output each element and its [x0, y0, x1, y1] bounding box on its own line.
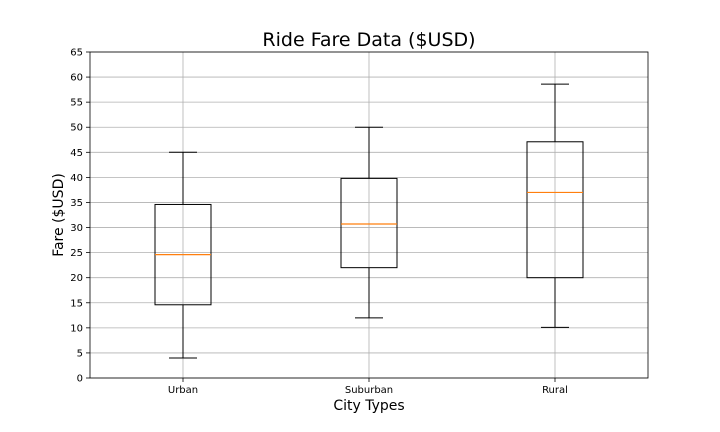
x-axis-title: City Types — [333, 398, 404, 414]
y-tick-label: 60 — [70, 73, 83, 84]
y-tick-label: 35 — [70, 198, 83, 209]
y-tick-label: 45 — [70, 148, 83, 159]
x-tick-label: Suburban — [345, 385, 393, 396]
box-rural — [526, 83, 584, 328]
plot-frame — [89, 51, 649, 379]
y-tick-label: 20 — [70, 273, 83, 284]
y-tick-label: 30 — [70, 223, 83, 234]
y-tick-label: 15 — [70, 298, 83, 309]
y-axis-title: Fare ($USD) — [51, 173, 67, 257]
y-tick-label: 25 — [70, 248, 83, 259]
box-layer — [154, 83, 584, 359]
y-tick-label: 0 — [77, 374, 83, 385]
chart-title: Ride Fare Data ($USD) — [262, 29, 475, 51]
box-urban — [154, 151, 212, 359]
axis-layer: 0 5 10 15 20 25 30 35 40 45 50 55 60 65 Urban Suburban R… — [70, 48, 568, 397]
iqr-box — [340, 177, 398, 269]
grid-layer — [90, 51, 648, 379]
y-tick-label: 65 — [70, 48, 83, 59]
iqr-box — [526, 141, 584, 279]
x-tick-label: Rural — [542, 385, 568, 396]
y-tick-label: 10 — [70, 323, 83, 334]
y-tick-label: 5 — [77, 348, 83, 359]
y-tick-label: 50 — [70, 123, 83, 134]
y-tick-label: 40 — [70, 173, 83, 184]
x-tick-label: Urban — [168, 385, 198, 396]
box-suburban — [340, 126, 398, 319]
y-tick-label: 55 — [70, 98, 83, 109]
